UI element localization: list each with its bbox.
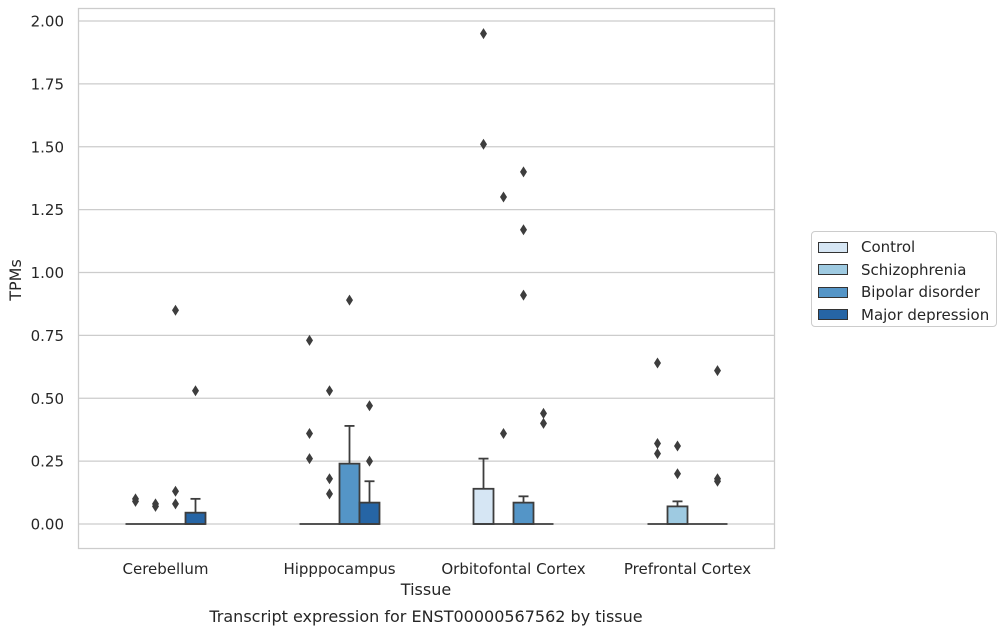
outlier-point	[500, 191, 507, 203]
y-tick-label: 1.50	[31, 138, 64, 156]
outlier-point	[152, 498, 159, 510]
box-group	[338, 425, 361, 525]
legend-swatch	[818, 309, 848, 321]
y-tick-label: 0.00	[31, 516, 64, 534]
outlier-point	[306, 453, 313, 465]
x-tick-label: Prefrontal Cortex	[624, 560, 751, 578]
outlier-point	[520, 166, 527, 178]
outlier-point	[172, 498, 179, 510]
y-tick-label: 0.75	[31, 327, 64, 345]
outlier-point	[654, 448, 661, 460]
outlier-point	[346, 294, 353, 306]
legend-label: Control	[861, 238, 916, 257]
x-axis-label: Tissue	[400, 580, 451, 599]
box	[184, 511, 207, 525]
outlier-point	[500, 427, 507, 439]
legend-label: Bipolar disorder	[861, 283, 980, 302]
outlier-points	[132, 28, 721, 512]
outlier-point	[714, 365, 721, 377]
x-tick-labels: Cerebellum Hipppocampus Orbitofontal Corte…	[123, 560, 752, 578]
outlier-point	[192, 385, 199, 397]
outlier-point	[540, 407, 547, 419]
box	[472, 487, 495, 525]
legend-item-schizophrenia: Schizophrenia	[818, 259, 996, 282]
legend-item-bipolar-disorder: Bipolar disorder	[818, 281, 996, 304]
box-group	[472, 457, 495, 525]
box-group	[184, 497, 207, 525]
outlier-point	[520, 289, 527, 301]
outlier-point	[366, 400, 373, 412]
y-tick-label: 1.75	[31, 75, 64, 93]
box-group	[666, 500, 689, 525]
legend-swatch	[818, 286, 848, 298]
x-tick-label: Orbitofontal Cortex	[441, 560, 585, 578]
x-tick-label: Hipppocampus	[283, 560, 395, 578]
y-tick-label: 1.25	[31, 201, 64, 219]
outlier-point	[306, 334, 313, 346]
y-tick-label: 0.25	[31, 453, 64, 471]
outlier-point	[480, 138, 487, 150]
legend-item-major-depression: Major depression	[818, 304, 996, 327]
outlier-point	[132, 493, 139, 505]
box	[512, 501, 535, 525]
box	[358, 501, 381, 525]
gridlines	[78, 20, 775, 525]
outlier-point	[714, 473, 721, 485]
y-tick-label: 1.00	[31, 264, 64, 282]
box-group	[512, 495, 535, 525]
outlier-point	[172, 304, 179, 316]
outlier-point	[480, 28, 487, 40]
box-group	[358, 480, 381, 525]
box	[338, 462, 361, 525]
outlier-point	[326, 385, 333, 397]
y-tick-label: 2.00	[31, 13, 64, 31]
legend: Control Schizophrenia Bipolar disorder M…	[811, 231, 997, 327]
chart-caption: Transcript expression for ENST0000056756…	[208, 607, 642, 626]
outlier-point	[172, 485, 179, 497]
plot-frame	[77, 7, 776, 550]
outlier-point	[654, 357, 661, 369]
outlier-point	[540, 417, 547, 429]
box	[666, 505, 689, 525]
legend-label: Major depression	[861, 305, 990, 324]
outlier-point	[326, 488, 333, 500]
y-tick-label: 0.50	[31, 390, 64, 408]
outlier-point	[654, 438, 661, 450]
y-tick-labels: 0.00 0.25 0.50 0.75 1.00 1.25 1.50 1.75 2.00	[31, 13, 64, 534]
outlier-point	[306, 427, 313, 439]
outlier-point	[326, 473, 333, 485]
x-tick-label: Cerebellum	[123, 560, 209, 578]
outlier-point	[674, 468, 681, 480]
outlier-point	[520, 224, 527, 236]
legend-label: Schizophrenia	[861, 260, 967, 279]
outlier-point	[674, 440, 681, 452]
y-axis-label: TPMs	[6, 259, 25, 302]
legend-swatch	[818, 264, 848, 276]
legend-swatch	[818, 241, 848, 253]
legend-item-control: Control	[818, 236, 996, 259]
outlier-point	[366, 455, 373, 467]
box-plot-series	[125, 425, 728, 525]
